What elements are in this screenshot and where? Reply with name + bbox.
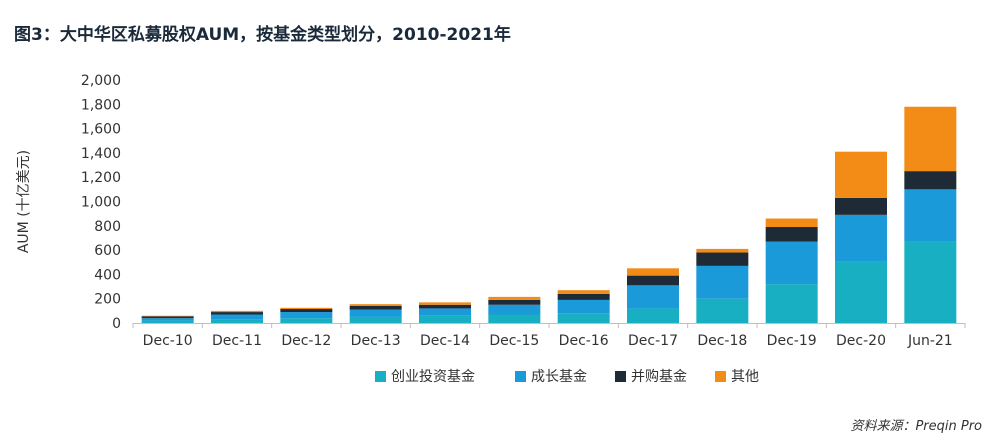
source-note: 资料来源：Preqin Pro xyxy=(850,419,982,434)
bar-segment xyxy=(141,316,194,319)
legend-swatch xyxy=(375,371,386,382)
y-axis-ticks: 0 200 400 600 800 1,000 1,200 1,400 1,600 1,800 2,… xyxy=(81,73,121,332)
bar-segment xyxy=(349,305,402,310)
bar-segment xyxy=(627,268,679,276)
x-axis-ticks: Dec-10 Dec-11 Dec-12 Dec-13 Dec-14 Dec-15 Dec-… xyxy=(132,323,966,349)
bar-segment xyxy=(627,308,679,323)
bar-segment xyxy=(419,304,471,309)
bars xyxy=(141,106,957,323)
y-tick-label: 1,000 xyxy=(81,195,121,211)
bar-segment xyxy=(211,314,263,320)
legend-label: 其他 xyxy=(731,369,759,385)
y-tick-label: 400 xyxy=(94,267,121,283)
bar-segment xyxy=(835,151,887,198)
bar-segment xyxy=(696,265,749,299)
bar-segment xyxy=(765,227,818,242)
y-tick-label: 1,600 xyxy=(81,122,121,138)
y-axis-title: AUM (十亿美元) xyxy=(16,150,32,253)
y-tick-label: 800 xyxy=(94,219,121,235)
legend-swatch xyxy=(615,371,626,382)
bar-segment xyxy=(280,312,333,319)
chart-title: 图3：大中华区私募股权AUM，按基金类型划分，2010-2021年 xyxy=(14,25,511,45)
x-tick-label: Dec-17 xyxy=(628,333,678,349)
legend-label: 成长基金 xyxy=(531,368,587,385)
bar-segment xyxy=(557,313,610,323)
bar-segment xyxy=(696,248,749,253)
bar-segment xyxy=(488,296,541,300)
bar-segment xyxy=(419,315,471,323)
y-tick-label: 0 xyxy=(112,316,121,332)
bar-segment xyxy=(280,309,333,313)
bar-segment xyxy=(904,106,957,172)
y-axis-label: AUM (十亿美元) xyxy=(16,150,32,253)
bar-segment xyxy=(349,316,402,323)
legend: 创业投资基金 成长基金 并购基金 其他 xyxy=(375,368,759,385)
y-tick-label: 200 xyxy=(94,292,121,308)
bar-segment xyxy=(211,312,263,315)
bar-segment xyxy=(349,309,402,317)
bar-segment xyxy=(141,320,194,323)
bar-segment xyxy=(488,304,541,315)
x-tick-label: Dec-12 xyxy=(281,333,331,349)
y-tick-label: 600 xyxy=(94,243,121,259)
bar-segment xyxy=(419,308,471,316)
bar-segment xyxy=(557,293,610,300)
x-tick-label: Dec-14 xyxy=(420,333,470,349)
bar-segment xyxy=(557,299,610,314)
x-tick-label: Dec-19 xyxy=(767,333,817,349)
y-tick-label: 1,800 xyxy=(81,97,121,113)
bar-segment xyxy=(627,275,679,286)
y-tick-label: 1,400 xyxy=(81,146,121,162)
legend-label: 并购基金 xyxy=(631,368,687,385)
x-tick-label: Dec-20 xyxy=(836,333,886,349)
bar-segment xyxy=(835,214,887,262)
bar-segment xyxy=(488,314,541,323)
bar-segment xyxy=(141,318,194,321)
x-tick-label: Dec-16 xyxy=(559,333,609,349)
bar-segment xyxy=(904,171,957,190)
bar-segment xyxy=(904,189,957,242)
legend-label: 创业投资基金 xyxy=(391,368,475,385)
bar-segment xyxy=(349,304,402,306)
bar-segment xyxy=(696,252,749,266)
x-tick-label: Dec-18 xyxy=(697,333,747,349)
y-tick-label: 2,000 xyxy=(81,73,121,89)
x-tick-label: Dec-13 xyxy=(351,333,401,349)
bar-segment xyxy=(488,299,541,305)
bar-segment xyxy=(419,302,471,305)
bar-segment xyxy=(696,298,749,323)
y-tick-label: 1,200 xyxy=(81,170,121,186)
legend-swatch xyxy=(515,371,526,382)
bar-segment xyxy=(765,284,818,323)
x-tick-label: Dec-15 xyxy=(489,333,539,349)
bar-segment xyxy=(211,319,263,323)
x-tick-label: Dec-10 xyxy=(143,333,193,349)
x-tick-label: Dec-11 xyxy=(212,333,262,349)
bar-segment xyxy=(280,318,333,323)
bar-segment xyxy=(835,197,887,215)
bar-segment xyxy=(141,315,194,317)
bar-segment xyxy=(211,310,263,313)
bar-segment xyxy=(835,261,887,323)
bar-segment xyxy=(280,307,333,310)
bar-segment xyxy=(557,290,610,294)
legend-swatch xyxy=(715,371,726,382)
x-tick-label: Jun-21 xyxy=(907,333,953,349)
bar-segment xyxy=(765,241,818,285)
bar-segment xyxy=(904,241,957,323)
bar-segment xyxy=(765,218,818,228)
bar-segment xyxy=(627,285,679,309)
